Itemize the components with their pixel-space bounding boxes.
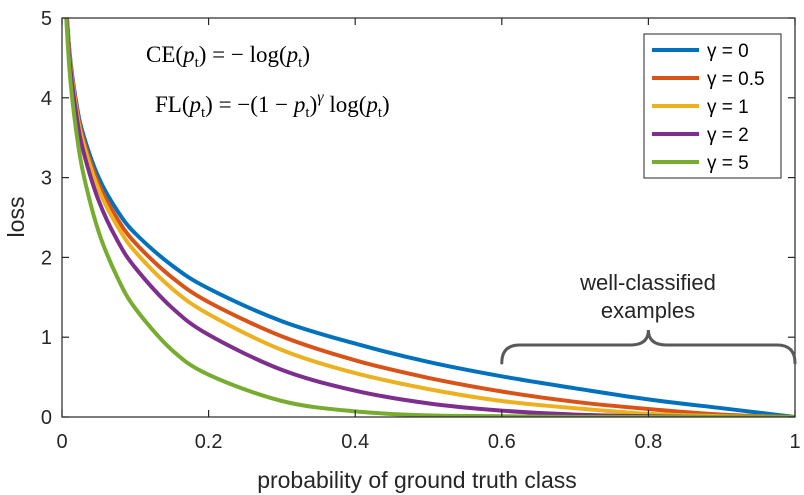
x-tick-label-2: 0.4 <box>341 431 369 453</box>
y-tick-label-2: 2 <box>41 247 52 269</box>
x-axis-label: probability of ground truth class <box>257 467 577 493</box>
formula-fl: FL(pt) = −(1 − pt)γ log(pt) <box>155 89 390 121</box>
legend-label-0: γ = 0 <box>707 41 749 62</box>
formula-ce: CE(pt) = − log(pt) <box>146 42 310 71</box>
legend: γ = 0 γ = 0.5 γ = 1 γ = 2 γ = 5 <box>643 33 782 179</box>
x-tick-label-4: 0.8 <box>634 431 662 453</box>
y-tick-label-0: 0 <box>41 407 52 429</box>
x-tick-label-5: 1 <box>789 431 800 453</box>
x-tick-label-3: 0.6 <box>488 431 516 453</box>
legend-label-4: γ = 5 <box>707 153 749 174</box>
well-classified-bracket <box>500 329 797 365</box>
bracket-label-line1: well-classified <box>579 270 716 295</box>
legend-items: γ = 0 γ = 0.5 γ = 1 γ = 2 γ = 5 <box>652 41 765 174</box>
x-tick-label-1: 0.2 <box>195 431 223 453</box>
legend-label-2: γ = 1 <box>707 97 749 118</box>
y-axis-label: loss <box>3 197 29 238</box>
y-tick-label-1: 1 <box>41 327 52 349</box>
x-tick-label-0: 0 <box>56 431 67 453</box>
y-tick-label-5: 5 <box>41 8 52 30</box>
axis-ticks <box>61 17 796 418</box>
plot-area-frame <box>61 17 796 418</box>
legend-label-3: γ = 2 <box>707 125 749 146</box>
series-line-4 <box>64 18 795 417</box>
y-tick-label-4: 4 <box>41 88 52 110</box>
x-tick-labels: 0 0.2 0.4 0.6 0.8 1 <box>56 431 800 453</box>
legend-label-1: γ = 0.5 <box>707 69 765 90</box>
series-lines <box>64 18 795 417</box>
bracket-label-line2: examples <box>601 298 695 323</box>
y-tick-label-3: 3 <box>41 168 52 190</box>
y-tick-labels: 0 1 2 3 4 5 <box>41 8 52 429</box>
